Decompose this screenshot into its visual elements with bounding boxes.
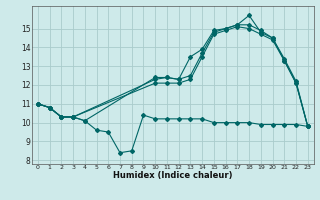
X-axis label: Humidex (Indice chaleur): Humidex (Indice chaleur) xyxy=(113,171,233,180)
